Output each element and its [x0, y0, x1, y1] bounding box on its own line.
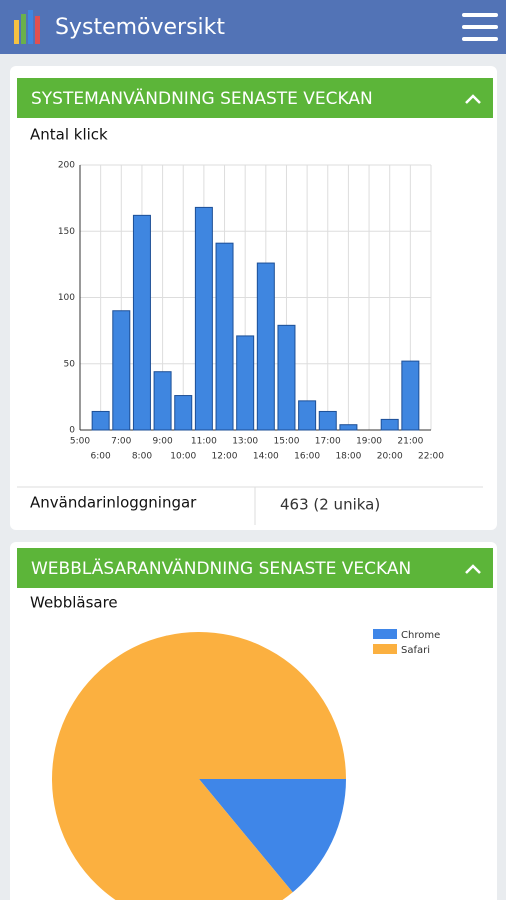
pie-slice	[52, 631, 346, 900]
bar	[112, 310, 131, 431]
bar	[194, 206, 213, 431]
legend-label: Safari	[401, 645, 430, 656]
collapse-icon[interactable]	[465, 564, 481, 574]
x-tick-label: 6:00	[91, 452, 111, 462]
bar	[215, 242, 234, 431]
x-tick-label: 12:00	[212, 452, 238, 462]
pie-slice	[199, 779, 346, 893]
bar	[339, 424, 358, 431]
x-tick-label: 5:00	[70, 437, 90, 447]
x-tick-label: 16:00	[294, 452, 320, 462]
legend-swatch	[373, 644, 397, 654]
bar	[256, 262, 275, 431]
x-tick-label: 19:00	[356, 437, 382, 447]
table-value: 463 (2 unika)	[280, 496, 380, 514]
bar	[174, 395, 193, 431]
bar	[153, 371, 172, 431]
bar	[277, 324, 296, 431]
panel-title: WEBBLÄSARANVÄNDNING SENASTE VECKAN	[31, 558, 411, 579]
x-tick-label: 17:00	[315, 437, 341, 447]
chart-title: Antal klick	[30, 126, 108, 144]
y-tick-label: 0	[69, 426, 75, 436]
legend-label: Chrome	[401, 630, 440, 641]
panel-title: SYSTEMANVÄNDNING SENASTE VECKAN	[31, 88, 373, 109]
bar	[401, 360, 420, 431]
x-tick-label: 13:00	[232, 437, 258, 447]
bar	[236, 335, 255, 431]
app-logo	[14, 10, 40, 44]
menu-button[interactable]	[462, 13, 498, 41]
x-tick-label: 15:00	[274, 437, 300, 447]
x-tick-label: 21:00	[397, 437, 423, 447]
x-tick-label: 9:00	[152, 437, 172, 447]
bar	[318, 410, 337, 431]
app-title: Systemöversikt	[55, 15, 225, 40]
legend-swatch	[373, 629, 397, 639]
bar	[298, 400, 317, 431]
x-tick-label: 11:00	[191, 437, 217, 447]
y-tick-label: 100	[58, 293, 75, 303]
x-tick-label: 18:00	[335, 452, 361, 462]
collapse-icon[interactable]	[465, 94, 481, 104]
x-tick-label: 20:00	[377, 452, 403, 462]
bar	[91, 410, 110, 431]
bar	[380, 418, 399, 431]
y-tick-label: 50	[64, 359, 76, 369]
x-tick-label: 14:00	[253, 452, 279, 462]
table-label: Användarinloggningar	[30, 494, 197, 512]
x-tick-label: 8:00	[132, 452, 152, 462]
x-tick-label: 7:00	[111, 437, 131, 447]
x-tick-label: 10:00	[170, 452, 196, 462]
app-bar	[0, 0, 506, 54]
panel-header[interactable]	[17, 78, 493, 118]
bar	[132, 214, 151, 431]
y-tick-label: 150	[58, 227, 75, 237]
x-tick-label: 22:00	[418, 452, 444, 462]
chart-title: Webbläsare	[30, 594, 118, 612]
y-tick-label: 200	[58, 161, 75, 171]
panel-header[interactable]	[17, 548, 493, 588]
